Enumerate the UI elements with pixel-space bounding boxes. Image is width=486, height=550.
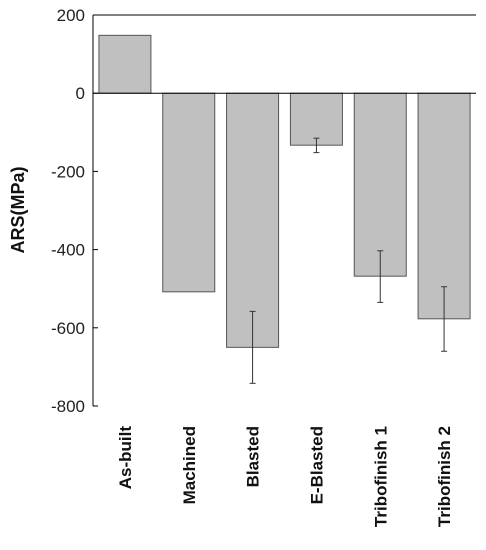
y-tick-label: -200 xyxy=(51,162,85,181)
category-label: Machined xyxy=(180,426,199,504)
y-axis-ticks: 200 0 -200 -400 -600 -800 xyxy=(51,6,98,416)
category-label: Tribofinish 1 xyxy=(371,426,390,527)
error-bar xyxy=(249,310,256,384)
error-bar xyxy=(313,137,320,154)
bar-blasted xyxy=(226,92,280,348)
bar-tribofinish-1 xyxy=(353,92,407,277)
error-bars xyxy=(249,137,448,384)
bar-machined xyxy=(162,92,216,293)
bar-e-blasted xyxy=(289,92,343,146)
category-label: Blasted xyxy=(244,426,263,487)
y-tick-label: 200 xyxy=(57,6,85,25)
bar-tribofinish-2 xyxy=(417,92,471,320)
axes xyxy=(92,14,476,406)
category-label: Tribofinish 2 xyxy=(435,426,454,527)
y-axis-title: ARS(MPa) xyxy=(8,166,28,253)
y-tick-label: -400 xyxy=(51,241,85,260)
error-bar xyxy=(441,286,448,352)
category-labels: As-built Machined Blasted E-Blasted Tribofin… xyxy=(116,426,454,527)
category-label: E-Blasted xyxy=(307,426,326,504)
category-label: As-built xyxy=(116,426,135,490)
error-bar xyxy=(377,250,384,303)
y-tick-label: -800 xyxy=(51,397,85,416)
bars xyxy=(98,34,471,348)
y-tick-label: 0 xyxy=(76,84,85,103)
y-tick-label: -600 xyxy=(51,319,85,338)
bar-as-built xyxy=(98,34,152,94)
